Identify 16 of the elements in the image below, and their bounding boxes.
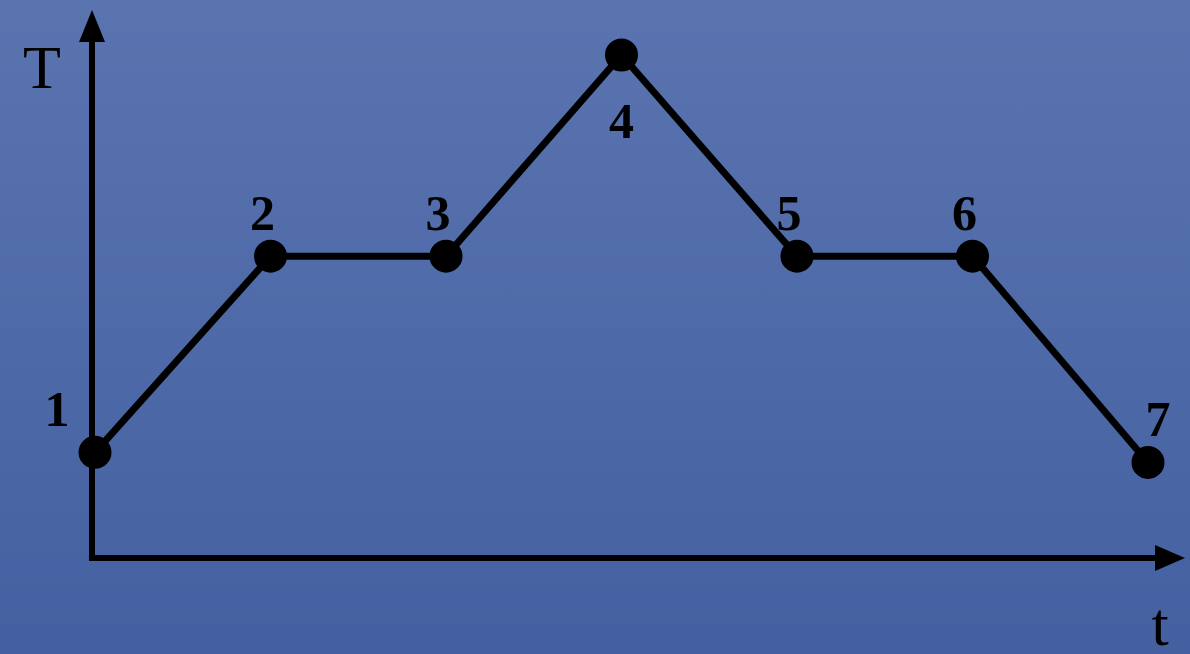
point [1131,445,1165,479]
point [780,239,814,273]
annotation: 5 [776,185,802,242]
y-axis-title: T [23,33,61,101]
annotation: 4 [609,92,634,149]
point [78,435,112,469]
annotation: 6 [952,185,977,242]
annotation: 7 [1145,391,1171,448]
x-axis-title: t [1151,590,1169,654]
point [254,239,287,273]
annotation: 3 [425,185,451,242]
point [429,239,463,273]
annotation: 2 [250,185,275,242]
point [605,38,638,72]
point [956,239,989,273]
text: 1 [44,381,70,438]
